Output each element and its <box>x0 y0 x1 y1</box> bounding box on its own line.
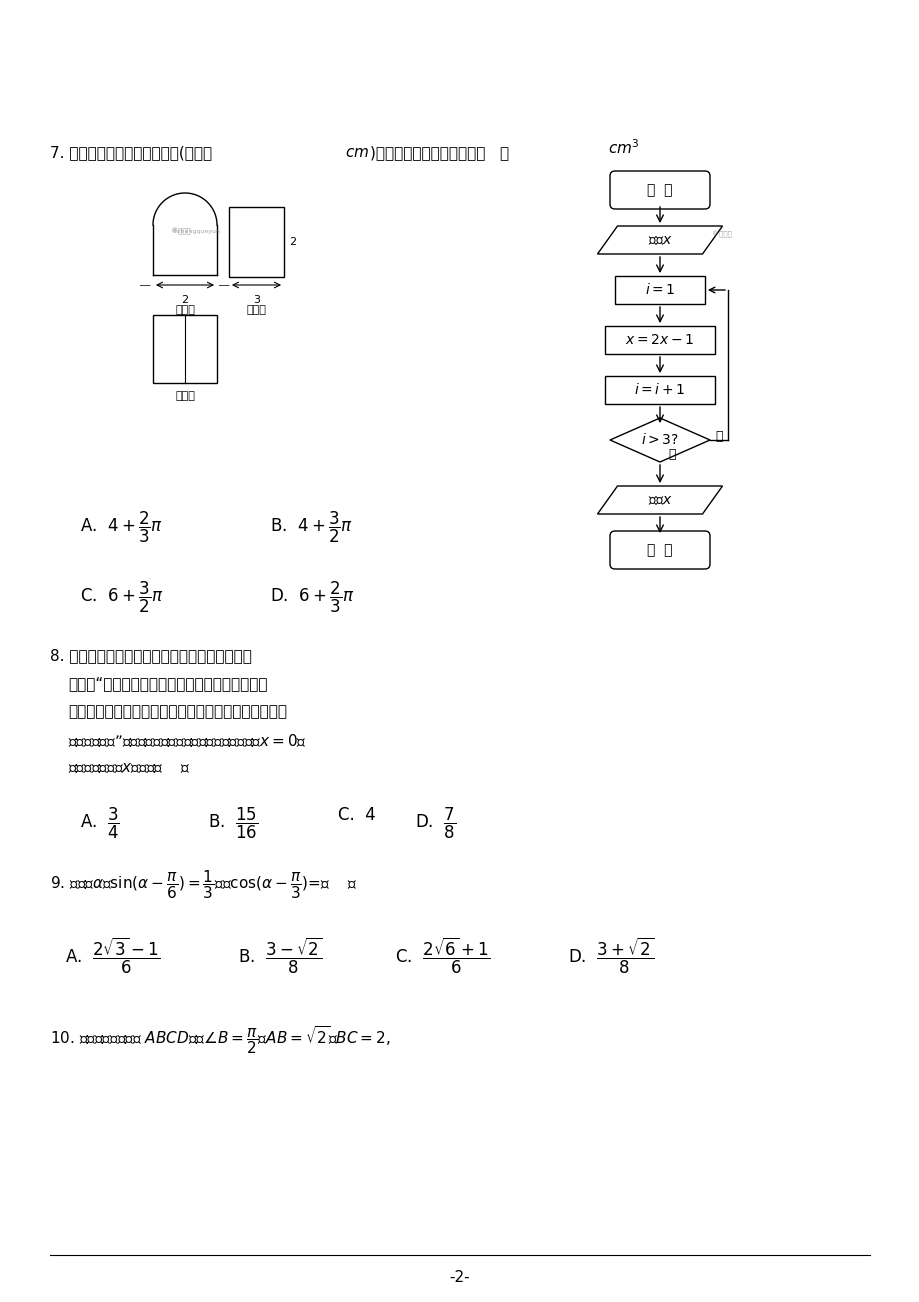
Text: 7. 某几何体的三视图如图所示(单位：: 7. 某几何体的三视图如图所示(单位： <box>50 145 212 160</box>
Text: $i=i+1$: $i=i+1$ <box>633 383 685 397</box>
Text: $x=2x-1$: $x=2x-1$ <box>625 333 694 348</box>
Polygon shape <box>609 418 709 462</box>
Text: 正视图: 正视图 <box>175 305 195 315</box>
Text: 2: 2 <box>181 296 188 305</box>
Bar <box>229 207 284 277</box>
Text: D.  $\dfrac{7}{8}$: D. $\dfrac{7}{8}$ <box>414 806 456 841</box>
Bar <box>605 326 714 354</box>
Text: 输入$x$: 输入$x$ <box>647 233 672 247</box>
Text: C.  4: C. 4 <box>337 806 375 824</box>
Text: B.  $4+\dfrac{3}{2}\pi$: B. $4+\dfrac{3}{2}\pi$ <box>269 510 353 546</box>
Text: -2-: -2- <box>449 1269 470 1285</box>
Text: $i>3?$: $i>3?$ <box>641 432 678 448</box>
Polygon shape <box>596 486 721 514</box>
Text: 输出$x$: 输出$x$ <box>647 493 672 506</box>
FancyBboxPatch shape <box>609 531 709 569</box>
Text: C.  $6+\dfrac{3}{2}\pi$: C. $6+\dfrac{3}{2}\pi$ <box>80 579 164 616</box>
Text: D.  $6+\dfrac{2}{3}\pi$: D. $6+\dfrac{2}{3}\pi$ <box>269 579 354 616</box>
Text: 9. 对锐角$\alpha$若$\sin(\alpha-\dfrac{\pi}{6})=\dfrac{1}{3}$，则$\cos(\alpha-\dfrac{\: 9. 对锐角$\alpha$若$\sin(\alpha-\dfrac{\pi}{… <box>50 868 357 901</box>
Text: $cm^3$: $cm^3$ <box>607 138 639 156</box>
Bar <box>605 376 714 404</box>
Text: C.  $\dfrac{2\sqrt{6}+1}{6}$: C. $\dfrac{2\sqrt{6}+1}{6}$ <box>394 936 490 976</box>
Bar <box>153 315 217 383</box>
Polygon shape <box>596 227 721 254</box>
Text: $i=1$: $i=1$ <box>644 283 675 297</box>
Text: A.  $\dfrac{2\sqrt{3}-1}{6}$: A. $\dfrac{2\sqrt{3}-1}{6}$ <box>65 936 160 976</box>
Text: $cm$: $cm$ <box>345 145 369 160</box>
Text: 3: 3 <box>253 296 260 305</box>
Text: 2: 2 <box>289 237 296 247</box>
Text: 10. 如图所示，在梯形 $ABCD$中，$\angle B=\dfrac{\pi}{2}$，$AB=\sqrt{2}$，$BC=2$,: 10. 如图所示，在梯形 $ABCD$中，$\angle B=\dfrac{\p… <box>50 1023 391 1056</box>
Bar <box>614 276 704 303</box>
Text: 逢友饮一斗，店友经三处，没了壶中酒，借问此壶中，: 逢友饮一斗，店友经三处，没了壶中酒，借问此壶中， <box>68 704 287 719</box>
Text: A.  $4+\dfrac{2}{3}\pi$: A. $4+\dfrac{2}{3}\pi$ <box>80 510 163 546</box>
Text: 首诗：“我有一壶酒，携着游春走，遇店添一倍，: 首诗：“我有一壶酒，携着游春走，遇店添一倍， <box>68 676 267 691</box>
Text: 侧视图: 侧视图 <box>246 305 267 315</box>
Text: B.  $\dfrac{15}{16}$: B. $\dfrac{15}{16}$ <box>208 806 258 841</box>
Text: ®正确云: ®正确云 <box>711 230 732 237</box>
Text: A.  $\dfrac{3}{4}$: A. $\dfrac{3}{4}$ <box>80 806 119 841</box>
Text: 开  始: 开 始 <box>647 184 672 197</box>
Text: 则一开始输入的$x$的值为（    ）: 则一开始输入的$x$的值为（ ） <box>68 760 190 775</box>
Text: ®正确云: ®正确云 <box>171 228 190 234</box>
Text: 否: 否 <box>714 430 721 443</box>
Text: 8. 元朝著名数学家朱世杰在《四元玉鉴》中有一: 8. 元朝著名数学家朱世杰在《四元玉鉴》中有一 <box>50 648 252 663</box>
Text: B.  $\dfrac{3-\sqrt{2}}{8}$: B. $\dfrac{3-\sqrt{2}}{8}$ <box>238 936 323 976</box>
Text: 当原多少酒？”用程序框图表达如图所示，即最终输出的$x=0$，: 当原多少酒？”用程序框图表达如图所示，即最终输出的$x=0$， <box>68 732 306 749</box>
Text: D.  $\dfrac{3+\sqrt{2}}{8}$: D. $\dfrac{3+\sqrt{2}}{8}$ <box>567 936 653 976</box>
Text: )，则该几何体的体积等于（   ）: )，则该几何体的体积等于（ ） <box>369 145 508 160</box>
Text: 俯视图: 俯视图 <box>175 391 195 401</box>
Text: ®zhengqueyun: ®zhengqueyun <box>171 228 220 234</box>
FancyBboxPatch shape <box>609 171 709 210</box>
Text: |: | <box>140 281 150 285</box>
Text: |: | <box>219 281 229 285</box>
Text: 是: 是 <box>667 448 675 461</box>
Text: 结  束: 结 束 <box>647 543 672 557</box>
